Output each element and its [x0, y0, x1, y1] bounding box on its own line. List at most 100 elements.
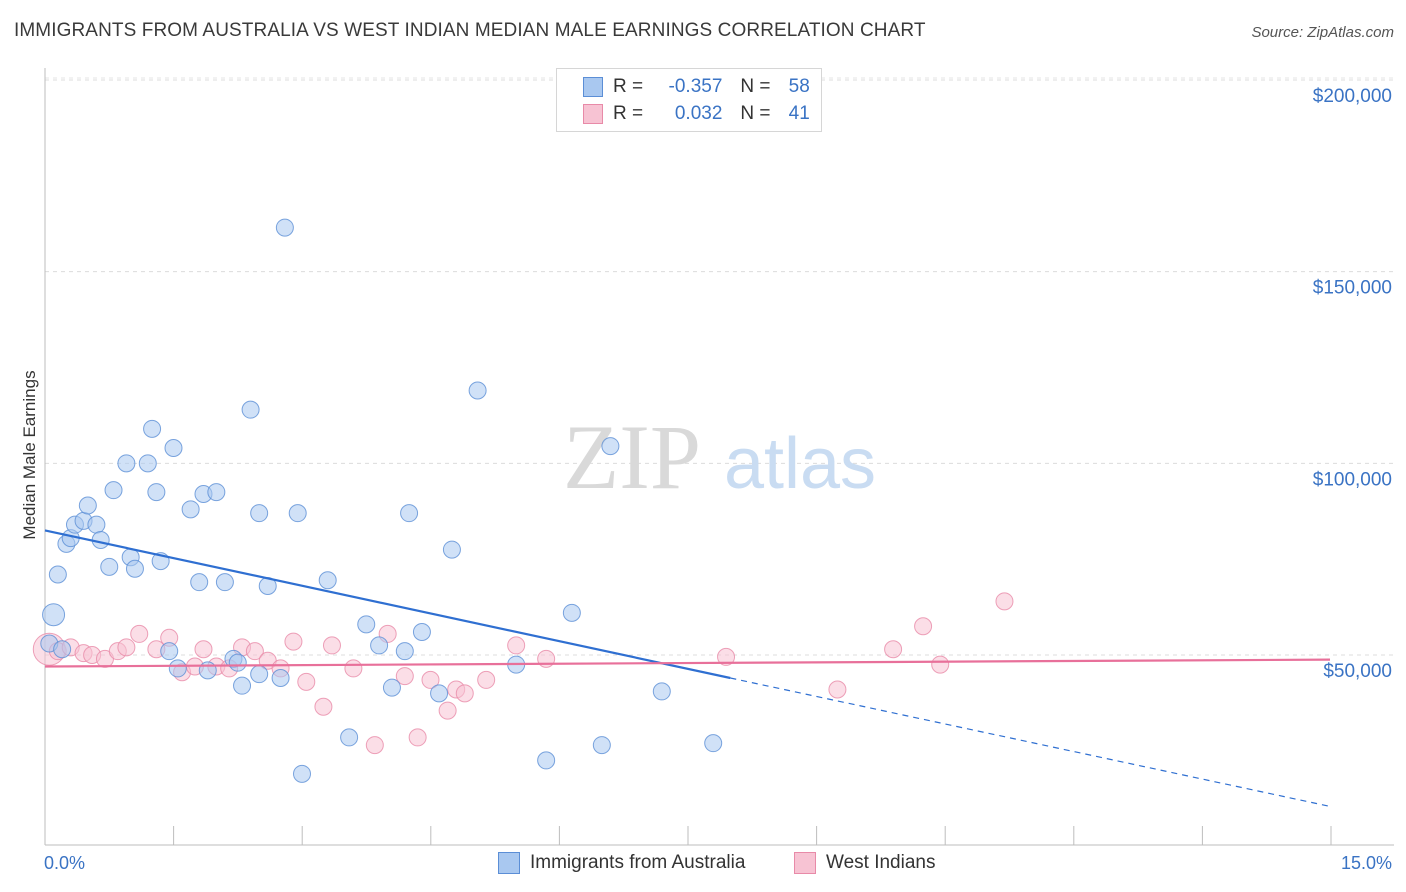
australia-point [395, 642, 414, 661]
australia-point [147, 483, 166, 502]
legend-item-west-indians[interactable]: West Indians [794, 852, 935, 874]
legend-swatch-west-indians [794, 852, 816, 874]
x-tick-label: 15.0% [1341, 853, 1392, 873]
australia-point [382, 678, 401, 697]
australia-point [601, 437, 620, 456]
legend-label-west-indians: West Indians [826, 852, 936, 873]
australia-point [430, 684, 449, 703]
legend-swatch-australia [498, 852, 520, 874]
legend-label-australia: Immigrants from Australia [530, 852, 746, 873]
australia-point [87, 515, 106, 534]
australia-point [288, 504, 307, 523]
australia-point [357, 615, 376, 634]
legend-r-value: 0.032 [674, 103, 723, 124]
west-indians-point [884, 640, 903, 659]
australia-point [215, 573, 234, 592]
west-indians-point [931, 655, 950, 674]
legend-n-label: N = [740, 103, 771, 124]
west-indians-point [365, 736, 384, 755]
y-tick-label: $100,000 [1313, 469, 1392, 490]
legend-swatch-australia [583, 77, 603, 97]
west-indians-point [322, 636, 341, 655]
australia-point [160, 642, 179, 661]
legend-row-australia: R = -0.357 N = 58 [583, 74, 810, 100]
west-indians-point [914, 617, 933, 636]
australia-point [592, 736, 611, 755]
y-tick-label: $50,000 [1323, 661, 1392, 682]
legend-item-australia[interactable]: Immigrants from Australia [498, 852, 745, 874]
west-indians-point [717, 647, 736, 666]
legend-n-label: N = [740, 76, 771, 97]
australia-point [53, 640, 72, 659]
australia-point [250, 504, 269, 523]
west-indians-point [455, 684, 474, 703]
tick-labels: $50,000 $100,000 $150,000 $200,000 0.0% 15.0% [44, 86, 1392, 873]
australia-point [207, 483, 226, 502]
y-tick-label: $150,000 [1313, 278, 1392, 299]
x-tick-label: 0.0% [44, 853, 85, 873]
series-west-indians-points [32, 592, 1014, 755]
trend-lines [44, 529, 1331, 808]
australia-trend-line [44, 529, 731, 680]
australia-point [293, 764, 311, 783]
australia-point [271, 669, 290, 687]
west-indians-point [421, 670, 440, 689]
west-indians-point [828, 680, 847, 699]
west-indians-point [995, 592, 1014, 611]
australia-point [190, 573, 209, 592]
australia-point [125, 559, 144, 578]
australia-point [318, 571, 337, 590]
west-indians-point [245, 642, 264, 661]
y-axis-title: Median Male Earnings [20, 370, 39, 539]
australia-point [442, 540, 461, 559]
australia-point [275, 218, 294, 237]
west-indians-point [344, 659, 363, 678]
west-indians-point [117, 638, 136, 657]
australia-point [468, 381, 487, 400]
australia-point [78, 496, 97, 515]
australia-point [91, 531, 110, 549]
watermark-zip: ZIP [563, 406, 701, 508]
australia-point [181, 500, 200, 519]
legend-row-west-indians: R = 0.032 N = 41 [583, 101, 810, 127]
australia-point [104, 481, 123, 500]
australia-point [537, 751, 556, 770]
australia-point [100, 557, 119, 576]
australia-point [42, 603, 66, 627]
west-indians-point [395, 667, 414, 686]
west-indians-point [297, 672, 316, 691]
australia-point [138, 454, 157, 473]
legend-r-value: -0.357 [668, 76, 723, 97]
west-indians-point [477, 670, 496, 689]
australia-point [400, 504, 419, 523]
legend-r-label: R = [613, 103, 644, 124]
west-indians-point [284, 632, 303, 651]
watermark: ZIP atlas [563, 406, 876, 508]
legend-swatch-west-indians [583, 104, 603, 124]
west-indians-point [130, 624, 149, 643]
australia-point [143, 419, 162, 438]
australia-point [117, 454, 136, 473]
australia-point [198, 661, 217, 680]
west-indians-point [314, 697, 333, 716]
west-indians-point [408, 728, 427, 747]
west-indians-point [438, 701, 457, 720]
australia-trend-extension [730, 677, 1331, 808]
series-legend: Immigrants from Australia West Indians [0, 852, 1406, 878]
series-australia-points [40, 218, 723, 783]
watermark-atlas: atlas [724, 424, 876, 504]
australia-point [340, 728, 359, 747]
correlation-legend: R = -0.357 N = 58 R = 0.032 N = 41 [556, 68, 822, 132]
australia-point [250, 665, 269, 684]
australia-point [652, 682, 671, 701]
axes [44, 68, 1394, 846]
australia-point [48, 565, 67, 584]
legend-r-label: R = [613, 76, 644, 97]
australia-point [233, 676, 252, 695]
y-tick-label: $200,000 [1313, 86, 1392, 107]
source-label: Source: ZipAtlas.com [1251, 24, 1394, 41]
australia-point [164, 439, 183, 457]
australia-point [228, 653, 247, 672]
legend-n-value: 41 [788, 103, 810, 124]
